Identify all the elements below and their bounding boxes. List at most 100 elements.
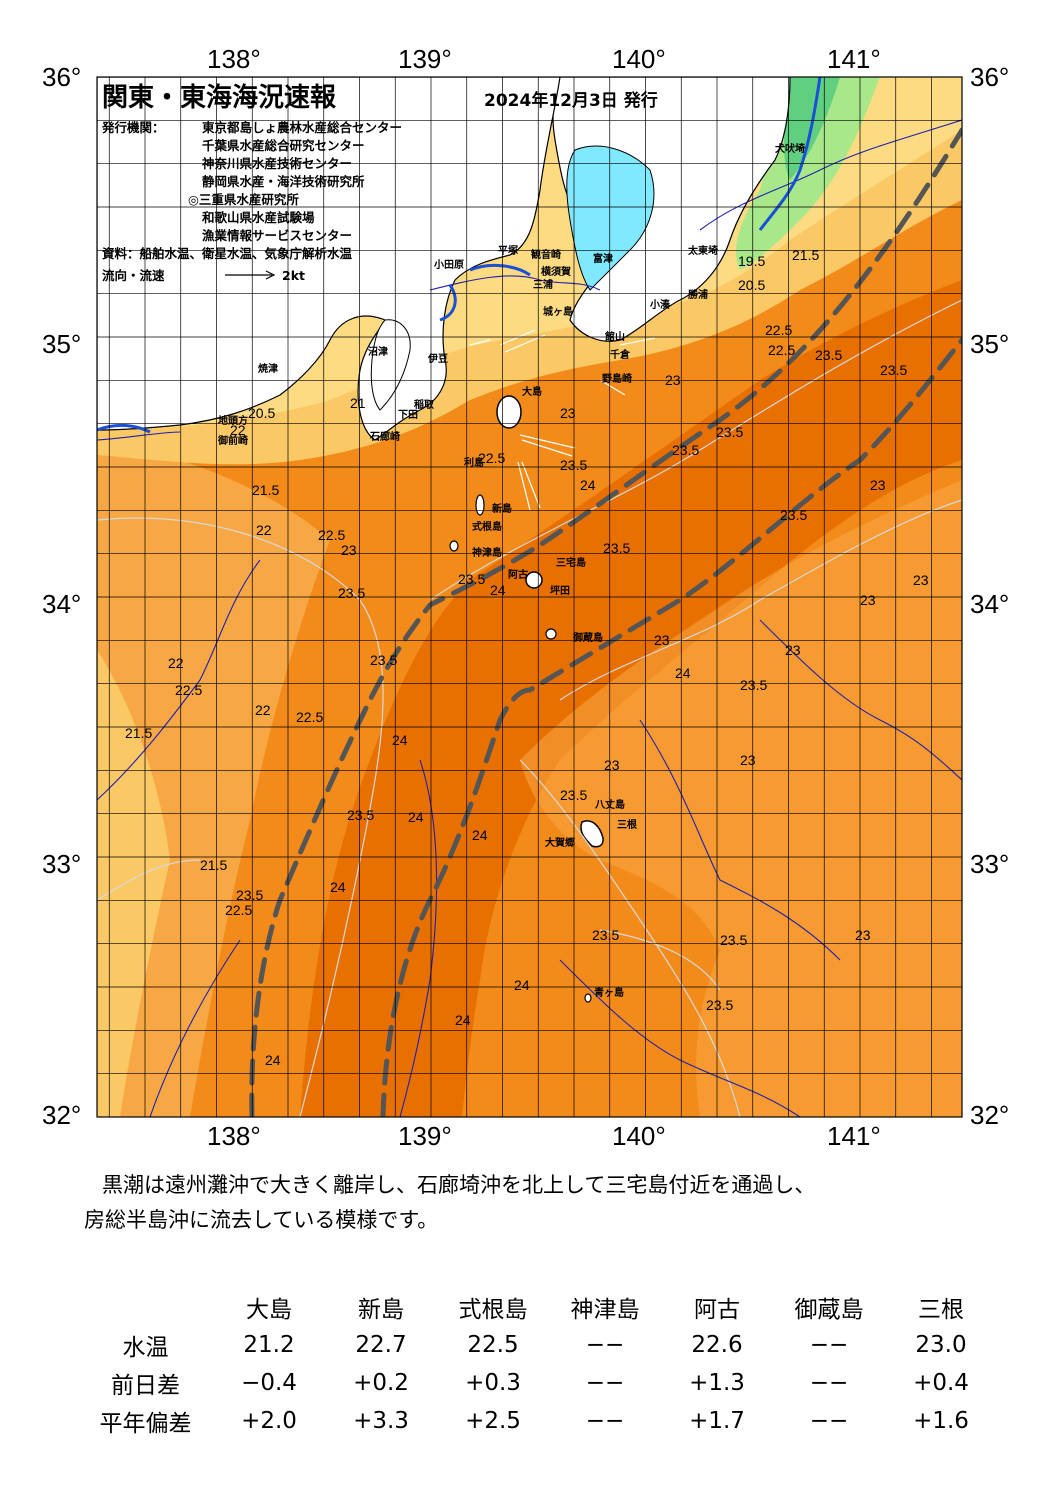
contours-blue [97, 119, 962, 1117]
contour-label: 23.5 [720, 932, 747, 948]
contour-label: 20.5 [738, 277, 765, 293]
table-cell: +2.0 [241, 1408, 297, 1434]
contour-label: 22.5 [478, 450, 505, 466]
table-cell: +1.3 [689, 1370, 745, 1396]
place-toshima: 利島 [464, 456, 484, 469]
contour-label: 23.5 [706, 997, 733, 1013]
lon-tick-top: 139° [398, 44, 452, 74]
contour-label: 22.5 [175, 682, 202, 698]
lat-tick-left: 33° [42, 849, 81, 879]
place-omaezaki: 御前崎 [217, 434, 248, 447]
table-cell: +0.2 [353, 1370, 409, 1396]
place-shikinejima: 式根島 [472, 520, 502, 533]
contour-label: 23 [913, 572, 929, 588]
contour-label: 22 [255, 702, 271, 718]
contour-label: 24 [490, 582, 506, 598]
contour-label: 24 [514, 977, 530, 993]
place-miyakejima: 三宅島 [556, 556, 586, 569]
table-cell: −− [585, 1408, 625, 1434]
contour-label: 23.5 [370, 652, 397, 668]
contour-label: 21.5 [125, 725, 152, 741]
island-temperature-table: 大島 新島 式根島 神津島 阿古 御蔵島 三根 水温 21.2 22.7 22.… [78, 1288, 997, 1440]
contour-label: 23.5 [236, 887, 263, 903]
temperature-fill [97, 77, 962, 1117]
contour-label: 24 [472, 827, 488, 843]
contour-label: 24 [392, 732, 408, 748]
contour-label: 22 [168, 655, 184, 671]
column-header: 阿古 [694, 1297, 740, 1323]
place-niijima: 新島 [492, 502, 512, 515]
contour-label: 24 [675, 665, 691, 681]
contour-label: 22 [230, 422, 246, 438]
place-ooshima: 大島 [522, 385, 542, 398]
column-header: 神津島 [570, 1297, 640, 1323]
island-hachijojima [580, 820, 604, 848]
lat-tick-right: 32° [970, 1100, 1009, 1130]
axis-ticks: 138° 139° 140° 141° 138° 139° 140° 141° … [42, 44, 1009, 1150]
contour-label: 23.5 [740, 677, 767, 693]
issuer: 神奈川県水産技術センター [202, 156, 352, 171]
current-scale-arrowhead [265, 270, 276, 280]
place-nojimazaki: 野島崎 [602, 372, 632, 385]
contour-label: 23 [560, 405, 576, 421]
map-title: 関東・東海海況速報 [102, 83, 337, 113]
contour-label: 23.5 [780, 507, 807, 523]
contour-label: 21.5 [792, 247, 819, 263]
place-yaizu: 焼津 [258, 362, 278, 375]
contour-label: 23 [855, 927, 871, 943]
contour-label: 23 [341, 542, 357, 558]
contour-label: 21 [350, 395, 366, 411]
issuer: 漁業情報サービスセンター [202, 228, 352, 243]
contour-label: 19.5 [738, 253, 765, 269]
lon-tick-bottom: 139° [398, 1121, 452, 1150]
place-mikurajima: 御蔵島 [572, 631, 603, 644]
lat-tick-right: 35° [970, 329, 1009, 359]
table-cell: 23.0 [915, 1332, 967, 1358]
contours-light [97, 299, 962, 1117]
contour-label: 22.5 [225, 902, 252, 918]
land-boso-kanto [552, 77, 791, 342]
current-scale: 2kt [282, 268, 305, 283]
contour-label: 23.5 [880, 362, 907, 378]
issuer: 千葉県水産総合研究センター [202, 138, 365, 153]
lon-tick-bottom: 140° [612, 1121, 666, 1150]
contour-label: 23 [785, 642, 801, 658]
contour-label: 23.5 [716, 424, 743, 440]
place-chikura: 千倉 [610, 348, 631, 361]
table-cell: −− [809, 1332, 849, 1358]
row-header: 前日差 [111, 1373, 180, 1399]
table-row: 前日差 −0.4 +0.2 +0.3 −− +1.3 −− +0.4 [78, 1364, 997, 1402]
contour-labels: 19.5 20.5 21.5 22.5 22.5 23.5 23.5 23 23… [125, 247, 929, 1068]
summary-line: 黒潮は遠州灘沖で大きく離岸し、石廊埼沖を北上して三宅島付近を通過し、 [102, 1173, 816, 1197]
contour-label: 23 [604, 757, 620, 773]
contour-label: 23.5 [603, 540, 630, 556]
place-names: 犬吠埼 太東埼 勝浦 小湊 館山 千倉 野島崎 富津 観音崎 城ヶ島 横須賀 平… [217, 142, 805, 999]
lat-tick-right: 36° [970, 62, 1009, 92]
sea-west-band [97, 440, 330, 1117]
contour-label: 23 [665, 372, 681, 388]
place-aogashima: 青ヶ島 [594, 986, 624, 999]
contour-label: 23.5 [672, 442, 699, 458]
map-header: 関東・東海海況速報 2024年12月3日 発行 発行機関： 東京都島しょ農林水産… [101, 83, 658, 283]
table-cell: +2.5 [465, 1408, 521, 1434]
place-miura: 三浦 [533, 278, 553, 291]
sea-west-edge [97, 650, 170, 1117]
place-jogashima: 城ヶ島 [543, 305, 573, 318]
contour-label: 23 [860, 592, 876, 608]
table-cell: 22.6 [691, 1332, 743, 1358]
lat-tick-left: 34° [42, 589, 81, 619]
lat-tick-right: 34° [970, 589, 1009, 619]
place-okago: 大賀郷 [545, 836, 575, 849]
summary-line: 房総半島沖に流去している模様です。 [84, 1208, 439, 1232]
table-cell: −− [809, 1408, 849, 1434]
table-cell: −− [585, 1370, 625, 1396]
issue-date: 2024年12月3日 発行 [484, 90, 658, 111]
table-cell: +0.4 [913, 1370, 969, 1396]
contour-label: 23.5 [815, 347, 842, 363]
data-source: 資料：船舶水温、衛星水温、気象庁解析水温 [102, 246, 353, 261]
place-tomiura: 富津 [593, 252, 613, 265]
place-mitsune: 三根 [617, 818, 637, 831]
contour-label: 23.5 [560, 787, 587, 803]
sea-east-mid [520, 480, 962, 1117]
issuer: 東京都島しょ農林水産総合センター [202, 120, 402, 135]
